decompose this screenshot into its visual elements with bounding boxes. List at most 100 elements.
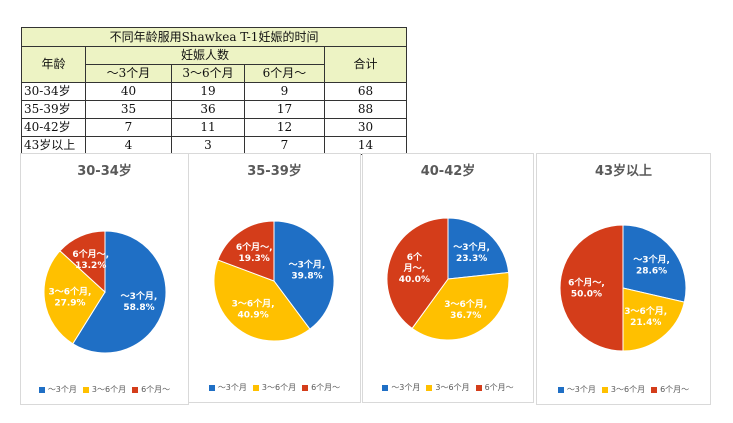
chart-title: 43岁以上 [594, 164, 653, 179]
pie-chart: ～3个月, 28.6% 3～6个月, 21.4% 6个月～, 50.0% [559, 224, 687, 352]
slice-over-6-months [559, 224, 624, 352]
age-cell: 30-34岁 [21, 82, 86, 101]
age-cell: 43岁以上 [21, 136, 86, 155]
value-cell: 19 [171, 82, 245, 101]
slice-data-label: ～3个月, 28.6% [633, 254, 670, 277]
slice-data-label: 3～6个月, 36.7% [444, 298, 487, 321]
slice-data-label: 3～6个月, 27.9% [48, 285, 91, 308]
total-cell: 30 [323, 118, 408, 137]
legend-item: 3～6个月 [426, 382, 470, 393]
column-header: ～3个月 [85, 64, 172, 83]
legend-swatch [382, 384, 389, 391]
legend-item: ～3个月 [38, 384, 77, 395]
legend-swatch [208, 384, 215, 391]
legend-swatch [302, 384, 309, 391]
slice-over-6-months [386, 217, 449, 330]
chart-legend: ～3个月 3～6个月 6个月～ [363, 382, 533, 393]
value-cell: 7 [244, 136, 325, 155]
table-row: 43岁以上 4 3 7 14 [21, 136, 408, 155]
chart-title: 40-42岁 [420, 164, 476, 179]
slice-data-label: 6个月～, 40.0% [399, 251, 430, 285]
legend-label: ～3个月 [391, 383, 421, 392]
legend-item: ～3个月 [382, 382, 420, 393]
slice-under-3-months [273, 220, 335, 330]
legend-label: 3～6个月 [435, 383, 470, 392]
legend-swatch [132, 386, 139, 393]
slice-data-label: 6个月～, 13.2% [72, 248, 109, 271]
table-row: 30-34岁 40 19 9 68 [21, 82, 408, 101]
legend-item: 6个月～ [651, 384, 689, 395]
legend-label: 3～6个月 [261, 383, 297, 392]
chart-title: 30-34岁 [77, 164, 132, 179]
slice-over-6-months [59, 230, 106, 294]
total-header: 合计 [323, 46, 408, 83]
age-cell: 40-42岁 [21, 118, 86, 137]
slice-3-to-6-months [411, 271, 510, 341]
value-cell: 35 [85, 100, 172, 119]
legend-label: 6个月～ [660, 385, 690, 394]
pie-chart-panel: 35-39岁 ～3个月, 39.8% 3～6个月, 40.9% 6个月～, 19.3% ～… [188, 153, 361, 403]
column-header: 6个月～ [244, 64, 325, 83]
slice-data-label: 6个月～, 19.3% [236, 241, 273, 264]
pie-chart: ～3个月, 58.8% 3～6个月, 27.9% 6个月～, 13.2% [43, 230, 167, 354]
value-cell: 12 [244, 118, 325, 137]
legend-item: 3～6个月 [82, 384, 126, 395]
pie-chart: ～3个月, 23.3% 3～6个月, 36.7% 6个月～, 40.0% [386, 217, 510, 341]
legend-swatch [557, 386, 564, 393]
legend-item: 6个月～ [132, 384, 170, 395]
table-row: 40-42岁 7 11 12 30 [21, 118, 408, 137]
age-header: 年龄 [21, 46, 86, 83]
slice-3-to-6-months [622, 287, 685, 352]
legend-swatch [38, 386, 45, 393]
age-cell: 35-39岁 [21, 100, 86, 119]
value-cell: 17 [244, 100, 325, 119]
chart-title: 35-39岁 [247, 164, 302, 179]
slice-over-6-months [217, 220, 275, 282]
column-header: 3～6个月 [171, 64, 245, 83]
legend-label: 3～6个月 [610, 385, 646, 394]
slice-3-to-6-months [43, 250, 106, 345]
slice-data-label: 3～6个月, 40.9% [232, 297, 275, 320]
total-cell: 14 [323, 136, 408, 155]
slice-data-label: 3～6个月, 21.4% [624, 305, 667, 328]
slice-under-3-months [622, 224, 687, 303]
total-cell: 88 [323, 100, 408, 119]
chart-legend: ～3个月 3～6个月 6个月～ [21, 384, 188, 395]
legend-item: ～3个月 [208, 382, 247, 393]
legend-swatch [475, 384, 482, 391]
value-cell: 4 [85, 136, 172, 155]
legend-item: 3～6个月 [252, 382, 297, 393]
slice-data-label: 6个月～, 50.0% [568, 277, 605, 300]
table-row: 35-39岁 35 36 17 88 [21, 100, 408, 119]
legend-label: 6个月～ [141, 385, 171, 394]
value-cell: 36 [171, 100, 245, 119]
legend-swatch [252, 384, 259, 391]
legend-swatch [426, 384, 433, 391]
legend-item: 3～6个月 [601, 384, 646, 395]
legend-item: ～3个月 [557, 384, 596, 395]
legend-label: ～3个月 [566, 385, 596, 394]
legend-item: 6个月～ [302, 382, 340, 393]
total-cell: 68 [323, 82, 408, 101]
legend-label: ～3个月 [47, 385, 77, 394]
value-cell: 3 [171, 136, 245, 155]
slice-under-3-months [447, 217, 510, 280]
slice-under-3-months [72, 230, 167, 354]
legend-label: 6个月～ [484, 383, 514, 392]
slice-data-label: ～3个月, 23.3% [453, 241, 490, 264]
slice-data-label: ～3个月, 39.8% [289, 259, 326, 282]
chart-legend: ～3个月 3～6个月 6个月～ [537, 384, 710, 395]
legend-item: 6个月～ [475, 382, 514, 393]
legend-label: ～3个月 [217, 383, 247, 392]
pie-chart: ～3个月, 39.8% 3～6个月, 40.9% 6个月～, 19.3% [213, 220, 335, 342]
value-cell: 9 [244, 82, 325, 101]
value-cell: 7 [85, 118, 172, 137]
legend-label: 6个月～ [311, 383, 341, 392]
pie-chart-panel: 30-34岁 ～3个月, 58.8% 3～6个月, 27.9% 6个月～, 13.2% ～… [20, 153, 189, 405]
pie-chart-panel: 40-42岁 ～3个月, 23.3% 3～6个月, 36.7% 6个月～, 40.0% ～… [362, 153, 534, 403]
legend-swatch [601, 386, 608, 393]
legend-swatch [651, 386, 658, 393]
table-title: 不同年龄服用Shawkea T-1妊娠的时间 [20, 27, 408, 47]
value-cell: 40 [85, 82, 172, 101]
group-header: 妊娠人数 [85, 46, 325, 65]
